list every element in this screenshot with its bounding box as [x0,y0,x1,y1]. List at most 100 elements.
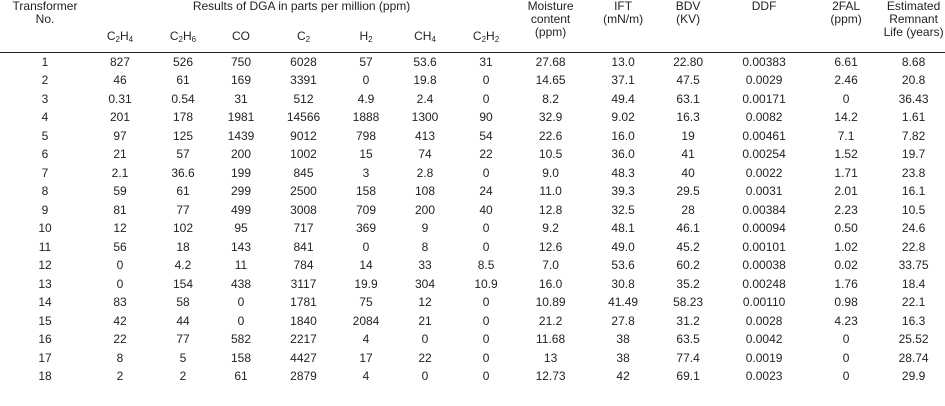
table-cell: 1.76 [834,276,858,291]
table-cell: 0 [842,350,850,365]
header-gas-ethylene: C2H4 [106,30,134,44]
table-cell: 9 [421,221,429,236]
table-cell: 77.4 [676,350,700,365]
table-cell: 1.71 [834,165,858,180]
table-cell: 438 [230,276,252,291]
table-cell: 12.73 [535,369,566,384]
table-cell: 29.5 [676,184,700,199]
table-row: 10 12 102 95 717 369 9 0 9.2 48.1 46.1 0.00094 0.50 2… [0,220,945,239]
table-cell: 0.0028 [745,313,783,328]
table-cell: 75 [359,295,373,310]
table-cell: 23.8 [901,165,926,180]
table-cell: 512 [293,91,314,106]
table-row: 12 0 4.2 11 784 14 33 8.5 7.0 53.6 60.2 0.00038 0.02… [0,257,945,276]
table-cell: 0 [362,73,370,88]
table-cell: 158 [355,184,377,199]
table-cell: 1300 [411,110,439,125]
table-cell: 8.5 [477,258,495,273]
transformer-number: 9 [41,202,49,217]
table-cell: 61 [176,184,190,199]
table-cell: 2 [116,369,124,384]
table-cell: 15 [359,147,373,162]
table-cell: 19.7 [901,147,926,162]
table-cell: 12.8 [538,202,563,217]
table-cell: 1.02 [834,239,858,254]
table-cell: 845 [293,165,314,180]
table-cell: 0.0022 [745,165,783,180]
table-cell: 60.2 [676,258,700,273]
table-row: 8 59 61 299 2500 158 108 24 11.0 39.3 29.5 0.0031 2.… [0,183,945,202]
table-cell: 2.1 [111,165,129,180]
table-cell: 59 [113,184,127,199]
table-cell: 4 [362,332,370,347]
table-cell: 25.52 [898,332,929,347]
table-cell: 6028 [290,54,317,69]
table-cell: 36.43 [898,91,929,106]
table-row: 16 22 77 582 2217 4 0 0 11.68 38 63.5 0.0042 0 25.52 [0,331,945,350]
table-cell: 90 [479,110,493,125]
table-cell: 0 [482,350,490,365]
table-cell: 46 [113,73,127,88]
table-cell: 16.0 [611,128,635,143]
table-cell: 8.2 [542,91,559,106]
table-cell: 22.1 [901,295,926,310]
table-row: 3 0.31 0.54 31 512 4.9 2.4 0 8.2 49.4 63.1 0.00171 0… [0,90,945,109]
table-cell: 11.68 [536,332,566,347]
table-cell: 10.5 [538,147,563,162]
table-cell: 0.00383 [742,54,786,69]
table-cell: 45.2 [676,239,700,254]
table-cell: 63.5 [676,332,700,347]
table-cell: 7.1 [837,128,855,143]
header-ddf: DDF [751,0,777,13]
table-cell: 299 [230,184,252,199]
table-cell: 199 [230,165,252,180]
transformer-number: 2 [41,73,49,88]
table-cell: 169 [230,73,252,88]
table-cell: 10.89 [535,295,566,310]
table-cell: 0 [482,369,490,384]
transformer-number: 5 [41,128,49,143]
table-cell: 28.74 [898,350,929,365]
table-cell: 0.0023 [745,369,783,384]
table-cell: 10.9 [474,276,498,291]
table-row: 11 56 18 143 841 0 8 0 12.6 49.0 45.2 0.00101 1.02 22… [0,238,945,257]
table-cell: 8 [421,239,429,254]
table-cell: 0 [362,239,370,254]
table-cell: 54 [479,128,493,143]
table-cell: 53.6 [611,258,635,273]
table-cell: 1781 [290,295,317,310]
header-divider [0,52,945,53]
table-cell: 21.2 [538,313,563,328]
table-cell: 40 [681,165,695,180]
table-cell: 58 [176,295,190,310]
table-cell: 108 [414,184,436,199]
header-moisture-content: Moisture content (ppm) [527,0,574,39]
header-ift: IFT (mN/m) [603,0,644,26]
table-cell: 33.75 [898,258,929,273]
table-cell: 709 [355,202,377,217]
table-cell: 717 [293,221,314,236]
table-cell: 16.0 [538,276,563,291]
table-row: 7 2.1 36.6 199 845 3 2.8 0 9.0 48.3 40 0.0022 1.71 23… [0,164,945,183]
table-cell: 74 [418,147,432,162]
table-cell: 22 [113,332,127,347]
table-cell: 57 [176,147,190,162]
table-cell: 61 [176,73,190,88]
table-cell: 10.5 [901,202,926,217]
transformer-number: 15 [38,313,52,328]
table-cell: 63.1 [676,91,700,106]
table-cell: 22.80 [673,54,704,69]
table-cell: 77 [176,332,190,347]
table-cell: 31.2 [676,313,700,328]
table-cell: 4427 [290,350,317,365]
table-cell: 57 [359,54,373,69]
header-gas-carbon-monoxide: CO [232,30,250,43]
table-cell: 95 [234,221,248,236]
table-cell: 0.02 [834,258,858,273]
table-cell: 784 [293,258,314,273]
transformer-number: 18 [38,369,52,384]
table-cell: 21 [113,147,127,162]
table-cell: 3391 [290,73,317,88]
table-cell: 16.3 [676,110,700,125]
table-cell: 3117 [290,276,317,291]
